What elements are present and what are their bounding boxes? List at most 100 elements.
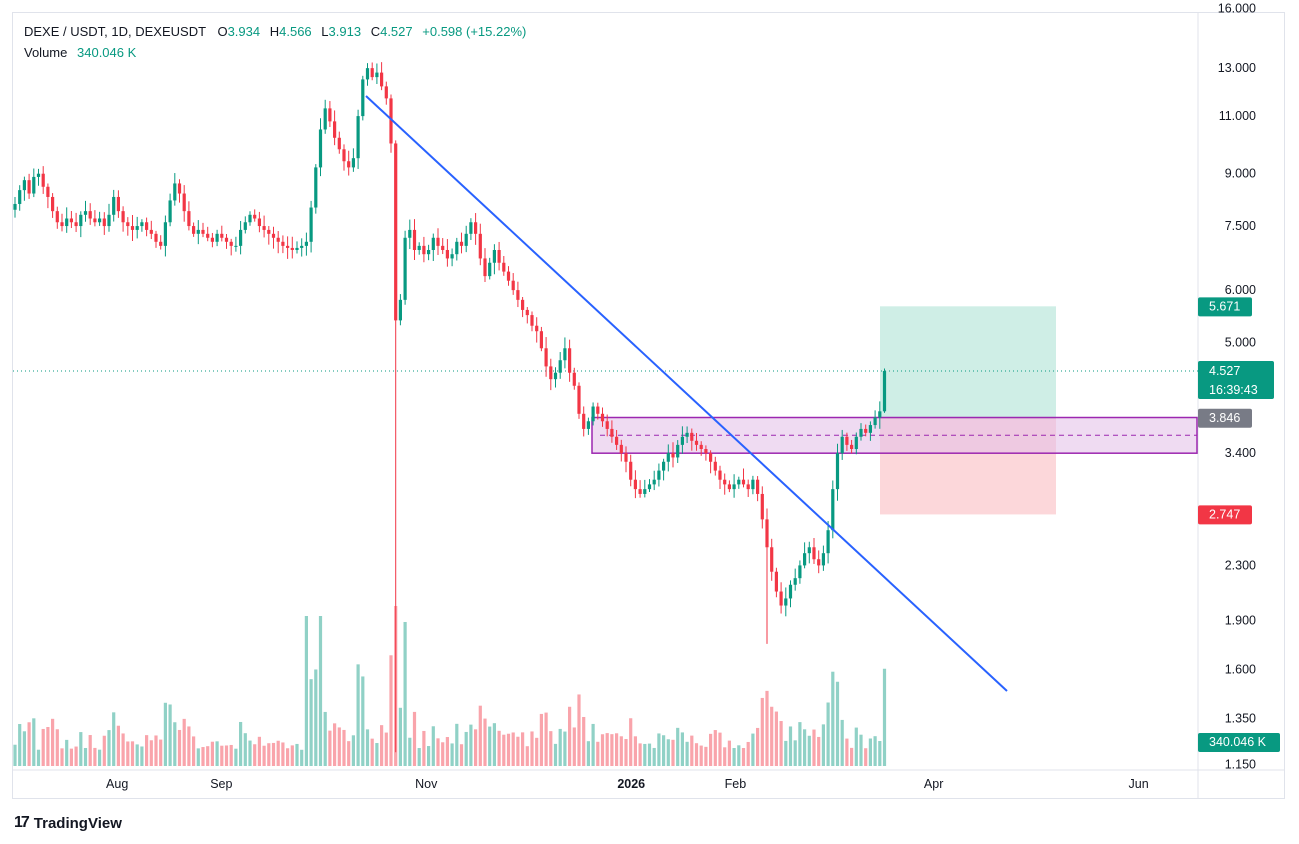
candle-body	[384, 86, 388, 99]
candle-body	[850, 444, 854, 450]
volume-bar	[502, 734, 506, 766]
volume-bar	[79, 732, 83, 766]
candle-body	[145, 222, 149, 230]
candle-body	[459, 241, 464, 246]
candle-body	[741, 479, 746, 485]
candle-body	[159, 241, 163, 246]
volume-bar	[107, 730, 111, 766]
candle-body	[483, 258, 487, 277]
volume-bar	[511, 732, 515, 766]
candle-body	[328, 108, 332, 122]
volume-bar	[459, 744, 464, 766]
candle-body	[803, 553, 807, 566]
volume-bar	[535, 737, 539, 766]
volume-bar	[455, 723, 459, 766]
target-zone[interactable]	[880, 306, 1056, 418]
volume-bar	[788, 726, 793, 766]
volume-bar	[868, 738, 872, 766]
volume-bar	[831, 671, 835, 766]
candle-body	[394, 143, 398, 321]
volume-bar	[27, 722, 31, 766]
volume-label: Volume	[24, 45, 68, 60]
candle-body	[685, 432, 689, 437]
price-tick-label: 16.000	[1218, 2, 1256, 16]
candle-body	[182, 193, 186, 212]
volume-bar	[98, 749, 102, 766]
volume-bar	[375, 743, 379, 766]
volume-bar	[69, 748, 73, 766]
open-value: 3.934	[227, 24, 261, 39]
candle-body	[300, 245, 304, 248]
candle-body	[347, 161, 351, 168]
volume-bar	[821, 724, 825, 766]
candle-body	[243, 222, 247, 230]
volume-bar	[605, 733, 609, 766]
volume-bar	[657, 733, 661, 766]
volume-bar	[365, 729, 370, 766]
volume-bar	[168, 704, 172, 766]
volume-bar	[680, 732, 684, 766]
candle-body	[530, 315, 534, 326]
candle-body	[36, 173, 41, 177]
volume-bar	[445, 737, 449, 766]
candle-body	[770, 547, 774, 572]
candle-body	[723, 479, 727, 485]
volume-tag: 340.046 K	[1209, 735, 1267, 749]
price-tick-label: 1.600	[1225, 663, 1256, 677]
time-tick-label: Jun	[1129, 777, 1149, 791]
volume-bar	[102, 735, 106, 766]
volume-bar	[544, 712, 548, 766]
volume-bar	[488, 726, 492, 766]
candle-body	[51, 196, 55, 212]
candle-body	[290, 247, 294, 250]
volume-bar	[577, 694, 581, 766]
ohlc-legend: DEXE / USDT, 1D, DEXEUSDT O3.934 H4.566 …	[24, 24, 526, 39]
volume-bar	[88, 735, 92, 766]
volume-bar	[187, 726, 191, 766]
volume-bar	[389, 655, 393, 766]
volume-bar	[36, 749, 41, 766]
volume-bar	[506, 733, 511, 766]
candle-body	[55, 211, 59, 223]
candle-body	[337, 137, 341, 150]
candle-body	[18, 190, 22, 204]
volume-bar	[262, 745, 266, 766]
volume-bar	[596, 741, 600, 766]
volume-bar	[13, 744, 17, 766]
candle-body	[563, 348, 567, 361]
volume-bar	[516, 736, 520, 766]
volume-bar	[770, 706, 774, 766]
volume-bar	[662, 735, 666, 766]
candle-body	[403, 237, 407, 300]
symbol-title: DEXE / USDT, 1D, DEXEUSDT	[24, 24, 206, 39]
candle-body	[732, 484, 736, 490]
candle-body	[502, 262, 506, 272]
volume-bar	[182, 718, 186, 766]
candle-body	[450, 254, 454, 259]
volume-bar	[380, 725, 384, 766]
volume-bar	[116, 725, 120, 766]
candle-body	[412, 229, 417, 250]
volume-legend: Volume 340.046 K	[24, 45, 136, 60]
descending-trendline[interactable]	[365, 95, 1008, 692]
chart-frame[interactable]	[12, 12, 1285, 799]
last-price-tag-bg	[1198, 361, 1274, 399]
volume-bar	[408, 737, 412, 766]
volume-bar	[224, 745, 229, 766]
tradingview-logo[interactable]: 17 TradingView	[14, 814, 122, 832]
volume-bar	[643, 743, 647, 766]
candle-body	[478, 233, 482, 259]
volume-bar	[323, 711, 327, 766]
candle-body	[840, 436, 844, 454]
candle-body	[365, 68, 370, 80]
volume-bar	[112, 712, 116, 766]
volume-bar	[206, 746, 210, 766]
candle-body	[356, 116, 360, 159]
volume-bar	[441, 742, 445, 766]
volume-bar	[591, 723, 595, 766]
candle-body	[445, 249, 449, 259]
candle-body	[210, 237, 214, 242]
volume-bar	[727, 740, 731, 766]
stop-price-tag: 2.747	[1209, 507, 1240, 521]
